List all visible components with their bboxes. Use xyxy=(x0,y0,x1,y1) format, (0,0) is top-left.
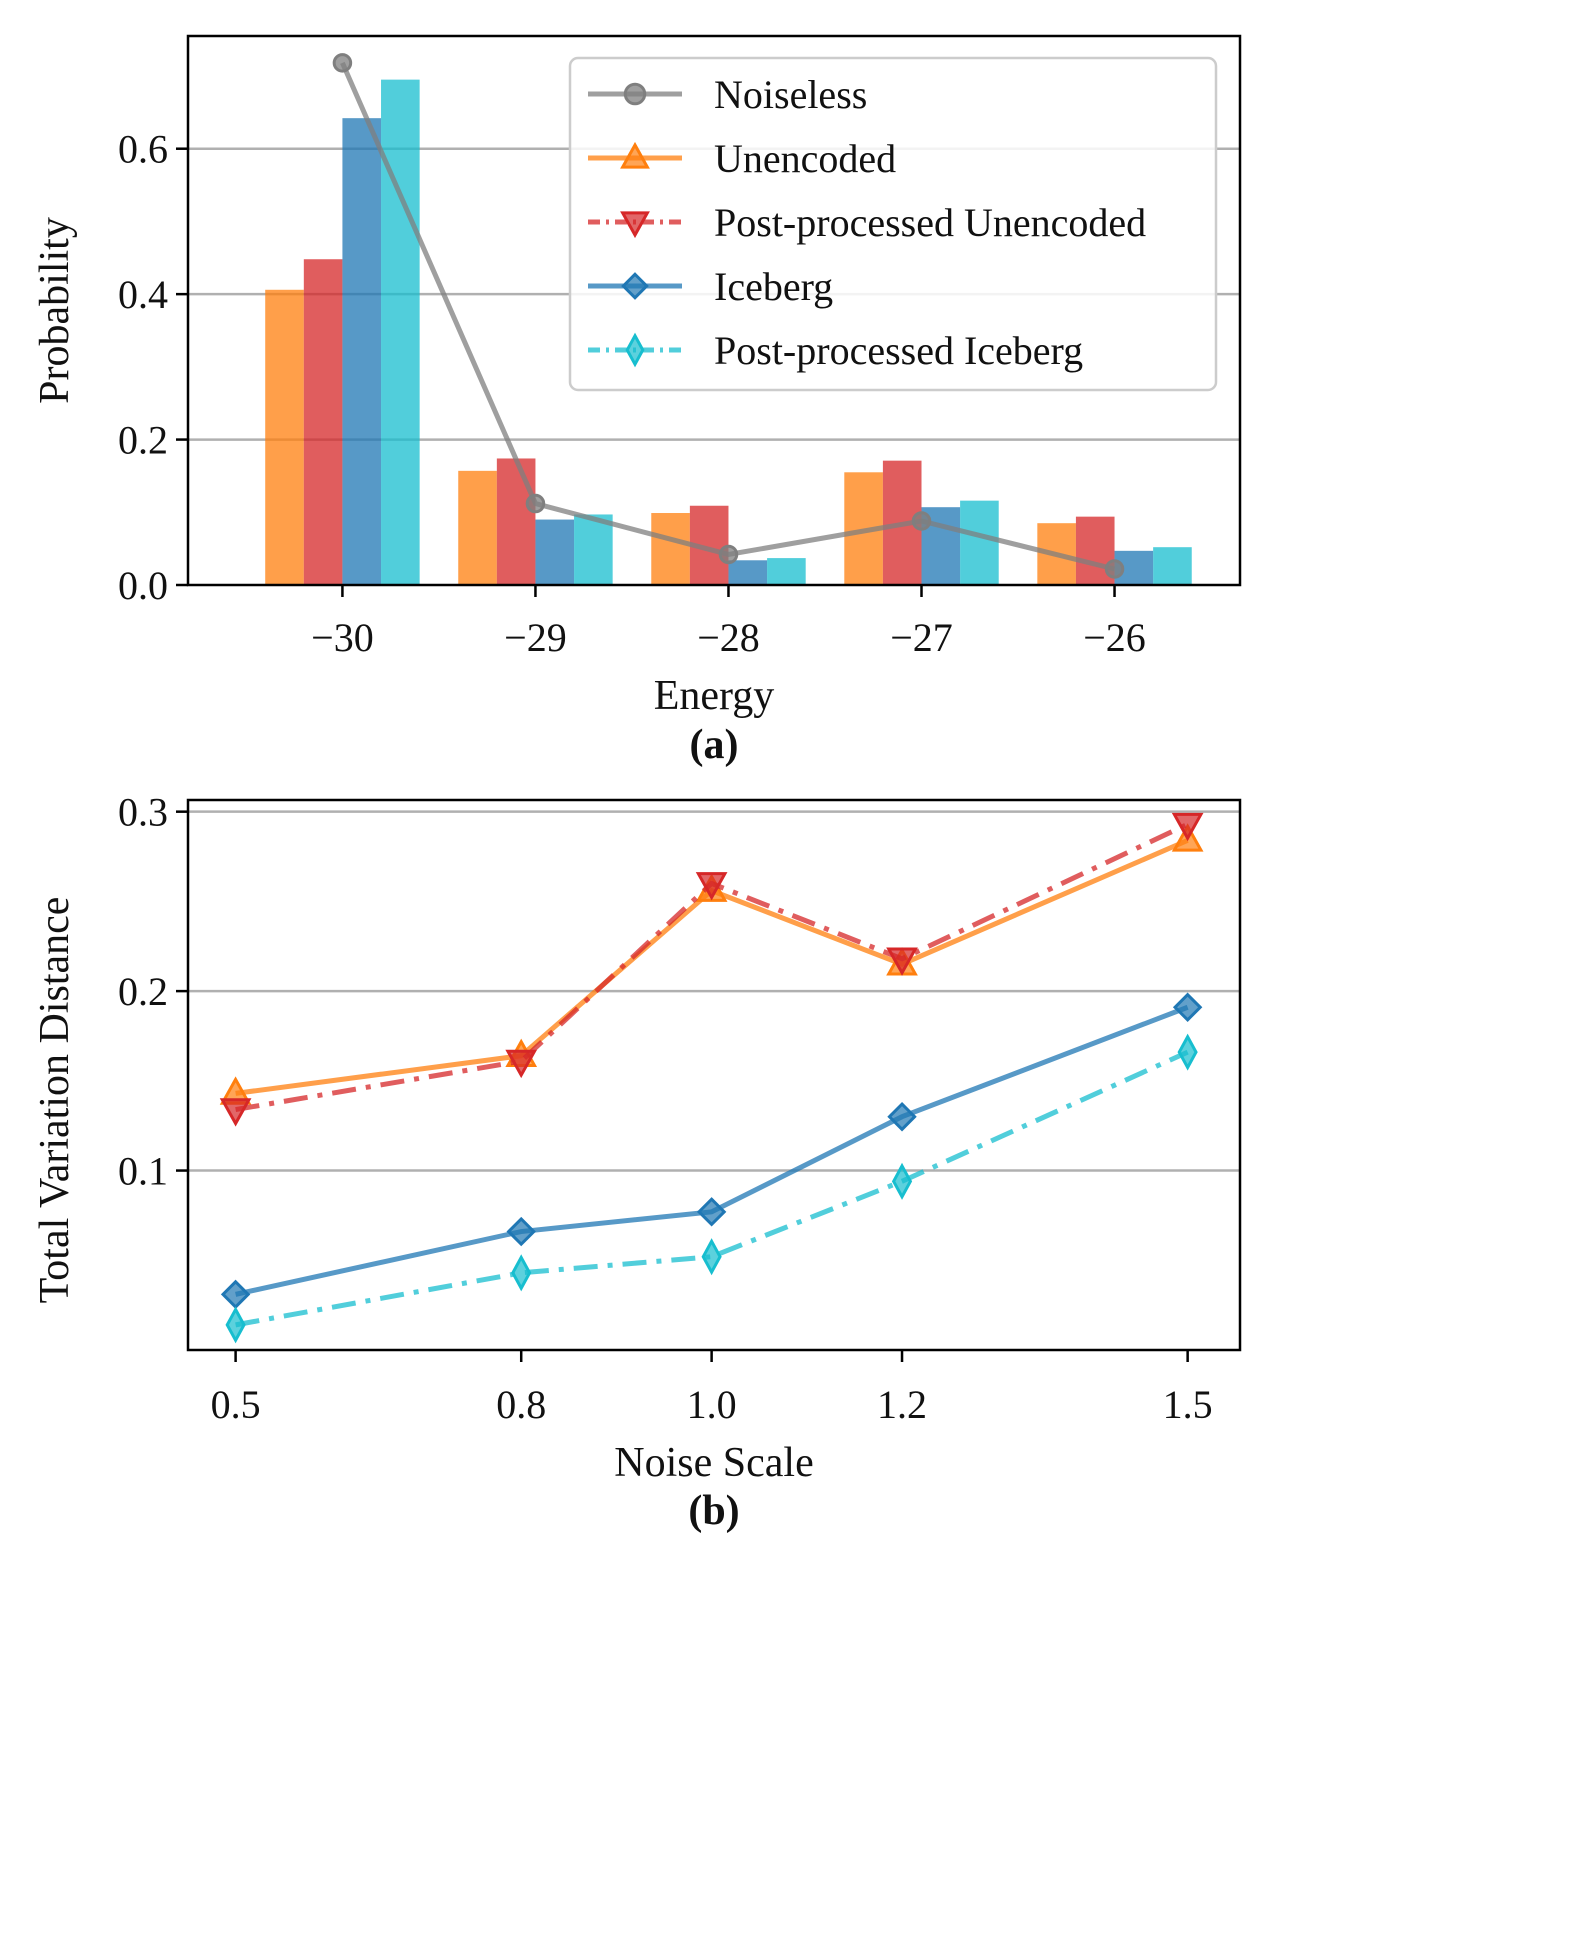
point-post-processed-unencoded-4 xyxy=(1171,812,1204,842)
legend-marker-post-processed-unencoded xyxy=(620,211,650,239)
legend-label-post-processed-iceberg: Post-processed Iceberg xyxy=(714,328,1083,373)
a-x-tick-label-0: −30 xyxy=(311,615,374,660)
panel-b-caption-label: (b) xyxy=(688,1488,739,1534)
legend-marker-unencoded xyxy=(620,141,650,169)
panel-a-legend: Noiseless Unencoded Post-processed Unencod… xyxy=(568,56,1218,392)
legend-label-noiseless: Noiseless xyxy=(714,72,867,117)
noiseless-point-3 xyxy=(911,511,932,531)
bar-unencoded-0 xyxy=(265,289,304,585)
panel-a-y-axis-label: Probability xyxy=(32,217,78,404)
a-y-tick-label-3: 0.6 xyxy=(118,127,168,172)
point-iceberg-0 xyxy=(220,1279,251,1310)
bar-unencoded-1 xyxy=(458,470,497,585)
legend-label-unencoded: Unencoded xyxy=(714,136,896,181)
noiseless-point-0 xyxy=(332,53,353,73)
b-y-tick-label-0: 0.1 xyxy=(118,1149,168,1194)
a-x-tick-label-1: −29 xyxy=(504,615,567,660)
bar-iceberg-2 xyxy=(728,560,768,585)
point-post-processed-unencoded-1 xyxy=(505,1049,538,1079)
a-x-tick-label-4: −26 xyxy=(1083,615,1146,660)
legend-marker-noiseless xyxy=(623,82,647,106)
b-y-tick-label-1: 0.2 xyxy=(118,969,168,1014)
panel-a-x-axis-label: Energy xyxy=(654,673,775,719)
bar-iceberg-1 xyxy=(535,519,575,585)
panel-b-frame xyxy=(186,798,1242,1352)
point-post-processed-unencoded-2 xyxy=(695,872,728,901)
a-x-tick-label-3: −27 xyxy=(890,615,953,660)
bar-post-processed-iceberg-0 xyxy=(381,79,420,585)
line-post-processed-unencoded xyxy=(235,821,1189,1113)
b-x-tick-label-3: 1.2 xyxy=(877,1382,927,1427)
panel-a-bars xyxy=(265,79,1192,585)
point-iceberg-3 xyxy=(887,1101,917,1132)
panel-b-y-axis-label: Total Variation Distance xyxy=(32,897,78,1304)
a-y-tick-label-1: 0.2 xyxy=(118,418,168,463)
point-post-processed-iceberg-3 xyxy=(891,1162,913,1200)
panel-a-chart: −30 −29 −28 −27 −26 0.0 0.2 0.4 0.6 Energy Proba… xyxy=(32,34,1242,768)
b-x-tick-label-4: 1.5 xyxy=(1163,1382,1213,1427)
panel-b-chart: 0.5 0.8 1.0 1.2 1.5 0.1 0.2 0.3 Noise Scale Tot… xyxy=(32,790,1242,1534)
point-post-processed-iceberg-1 xyxy=(511,1254,532,1292)
bar-unencoded-2 xyxy=(651,513,690,585)
a-y-tick-label-2: 0.4 xyxy=(118,272,168,317)
a-y-tick-label-0: 0.0 xyxy=(118,563,168,608)
point-iceberg-2 xyxy=(696,1197,727,1227)
panel-a-caption-label: (a) xyxy=(690,722,739,768)
bar-post-processed-iceberg-4 xyxy=(1153,547,1192,585)
bar-post-processed-iceberg-1 xyxy=(574,514,613,585)
point-post-processed-iceberg-0 xyxy=(225,1306,246,1344)
bar-post-processed-iceberg-3 xyxy=(960,500,999,585)
b-x-tick-label-0: 0.5 xyxy=(211,1382,261,1427)
b-x-tick-label-2: 1.0 xyxy=(687,1382,737,1427)
panel-b-x-axis-label: Noise Scale xyxy=(614,1440,813,1486)
point-post-processed-iceberg-4 xyxy=(1177,1033,1198,1071)
point-post-processed-iceberg-2 xyxy=(701,1238,722,1276)
line-post-processed-iceberg xyxy=(235,1049,1189,1328)
point-iceberg-1 xyxy=(506,1216,536,1247)
noiseless-point-4 xyxy=(1104,559,1125,579)
panel-a-ticks: −30 −29 −28 −27 −26 0.0 0.2 0.4 0.6 xyxy=(118,127,1146,660)
a-x-tick-label-2: −28 xyxy=(697,615,760,660)
noiseless-point-2 xyxy=(718,544,739,565)
point-post-processed-unencoded-0 xyxy=(219,1098,252,1127)
legend-label-iceberg: Iceberg xyxy=(714,264,833,309)
point-post-processed-unencoded-3 xyxy=(886,947,918,976)
point-iceberg-4 xyxy=(1172,992,1203,1022)
legend-box xyxy=(568,56,1218,392)
bar-post-processed-unencoded-0 xyxy=(303,259,343,585)
bar-post-processed-iceberg-2 xyxy=(767,558,806,585)
legend-marker-post-processed-iceberg xyxy=(625,332,645,368)
bar-iceberg-0 xyxy=(342,118,382,585)
panel-b-gridlines xyxy=(188,810,1240,1172)
b-y-tick-label-2: 0.3 xyxy=(118,790,168,835)
legend-label-post-processed-unencoded: Post-processed Unencoded xyxy=(714,200,1146,245)
noiseless-point-1 xyxy=(525,493,546,514)
bar-post-processed-unencoded-1 xyxy=(496,458,536,585)
panel-b-series-lines xyxy=(219,812,1204,1344)
panel-b-ticks: 0.5 0.8 1.0 1.2 1.5 0.1 0.2 0.3 xyxy=(118,790,1213,1427)
b-x-tick-label-1: 0.8 xyxy=(496,1382,546,1427)
panel-a-frame xyxy=(186,34,1242,587)
panel-a-noiseless-line xyxy=(332,53,1125,579)
legend-marker-iceberg xyxy=(621,272,649,300)
